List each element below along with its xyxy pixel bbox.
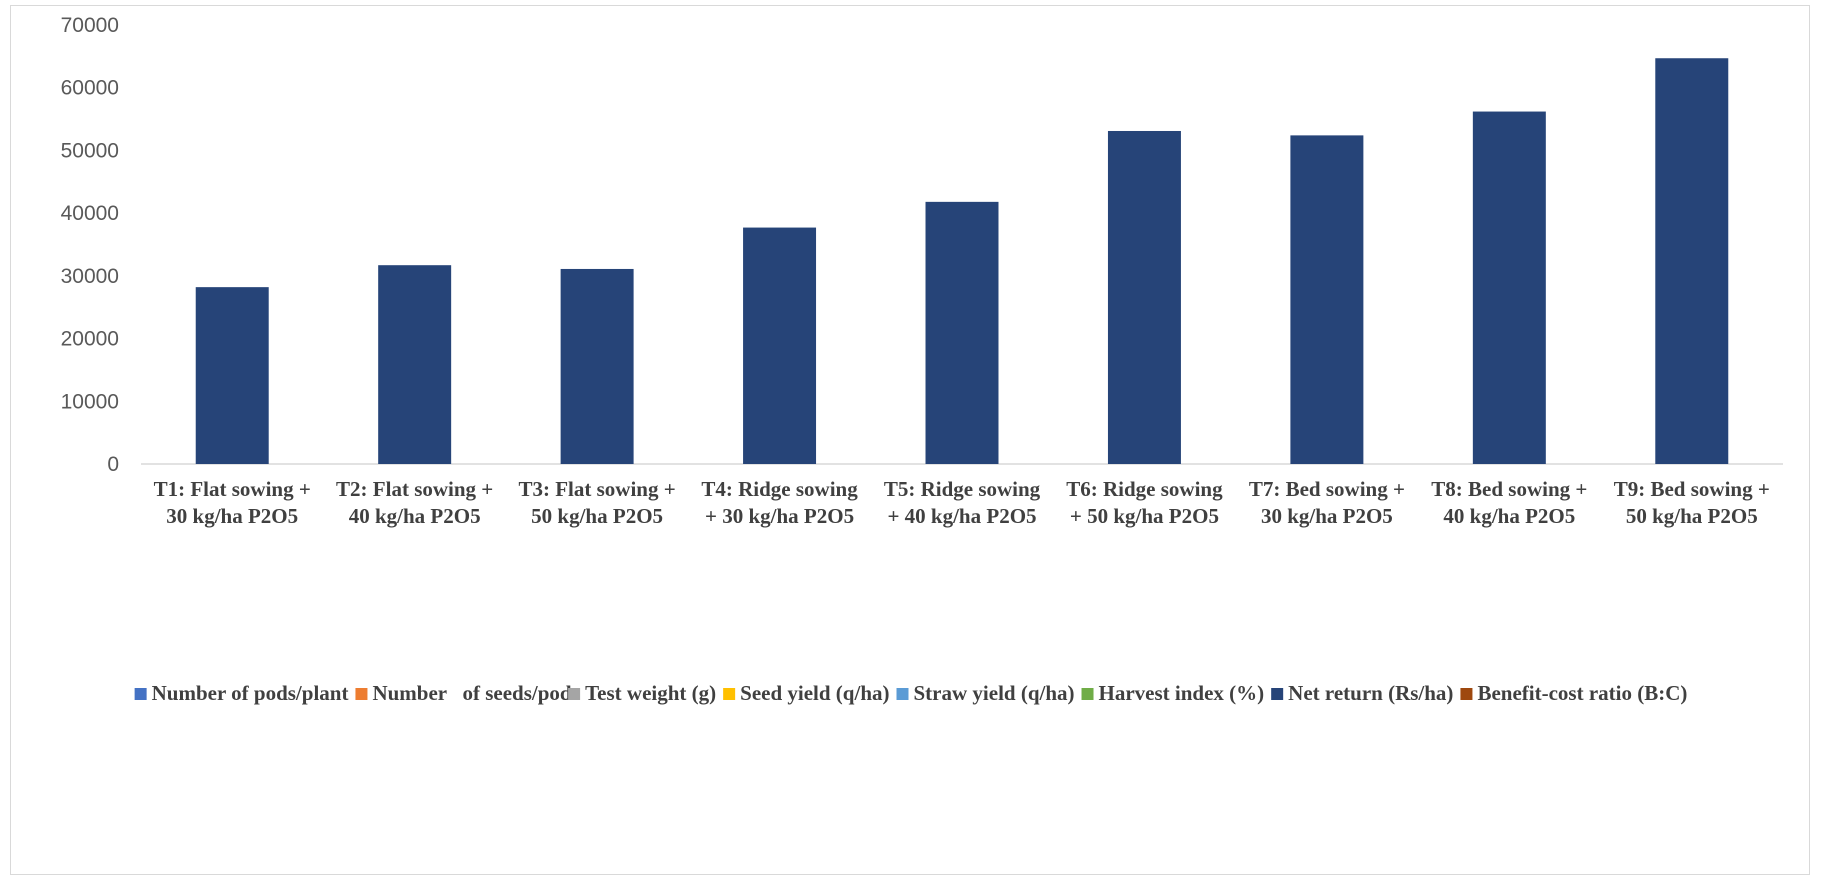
bar (925, 201, 999, 464)
x-tick-label: 30 kg/ha P2O5 (166, 504, 298, 528)
bar (743, 227, 817, 464)
y-tick-label: 70000 (61, 14, 119, 37)
x-tick-label: + 40 kg/ha P2O5 (887, 504, 1036, 528)
y-tick-label: 60000 (61, 77, 119, 100)
x-tick-label: + 50 kg/ha P2O5 (1070, 504, 1219, 528)
x-tick-label: + 30 kg/ha P2O5 (705, 504, 854, 528)
x-tick-label: T5: Ridge sowing (884, 477, 1041, 501)
x-tick-label: 40 kg/ha P2O5 (349, 504, 481, 528)
y-tick-label: 0 (107, 453, 119, 476)
x-tick-label: 50 kg/ha P2O5 (1626, 504, 1758, 528)
bar-chart: 0 10000 20000 30000 40000 50000 60000 70000 T1: … (61, 14, 1783, 705)
legend-label: Harvest index (%) (1099, 681, 1265, 705)
bar (378, 265, 452, 464)
bar (1107, 130, 1181, 464)
x-tick-label: T2: Flat sowing + (336, 477, 493, 501)
legend-swatch (1081, 688, 1094, 700)
legend-swatch (568, 688, 581, 700)
x-tick-label: T1: Flat sowing + (154, 477, 311, 501)
x-tick-label: T8: Bed sowing + (1431, 477, 1587, 501)
x-tick-label: T7: Bed sowing + (1249, 477, 1405, 501)
legend-label: Number of seeds/pod (372, 681, 571, 705)
y-tick-label: 10000 (61, 390, 119, 413)
legend-label: Number of pods/plant (152, 681, 349, 705)
legend-label: Seed yield (q/ha) (740, 681, 889, 705)
legend-swatch (1271, 688, 1284, 700)
bar (1655, 58, 1729, 464)
legend-label: Test weight (g) (585, 681, 716, 705)
bar (195, 287, 269, 464)
x-tick-label: 40 kg/ha P2O5 (1443, 504, 1575, 528)
y-tick-label: 30000 (61, 265, 119, 288)
x-tick-label: 30 kg/ha P2O5 (1261, 504, 1393, 528)
legend-label: Benefit-cost ratio (B:C) (1477, 681, 1687, 705)
bar (1290, 135, 1364, 464)
y-tick-label: 20000 (61, 328, 119, 351)
bar (1472, 111, 1546, 464)
legend-swatch (723, 688, 736, 700)
x-tick-label: T3: Flat sowing + (518, 477, 675, 501)
x-tick-label: T4: Ridge sowing (701, 477, 858, 501)
x-tick-label: 50 kg/ha P2O5 (531, 504, 663, 528)
legend-swatch (896, 688, 909, 700)
x-tick-label: T6: Ridge sowing (1066, 477, 1223, 501)
legend-swatch (1460, 688, 1473, 700)
legend-swatch (134, 688, 147, 700)
chart-area: 0 10000 20000 30000 40000 50000 60000 70000 T1: … (10, 5, 1810, 875)
y-tick-label: 40000 (61, 202, 119, 225)
x-tick-label: T9: Bed sowing + (1614, 477, 1770, 501)
y-tick-label: 50000 (61, 139, 119, 162)
bar (560, 268, 634, 464)
legend-label: Net return (Rs/ha) (1288, 681, 1453, 705)
legend-swatch (355, 688, 368, 700)
legend-label: Straw yield (q/ha) (914, 681, 1075, 705)
